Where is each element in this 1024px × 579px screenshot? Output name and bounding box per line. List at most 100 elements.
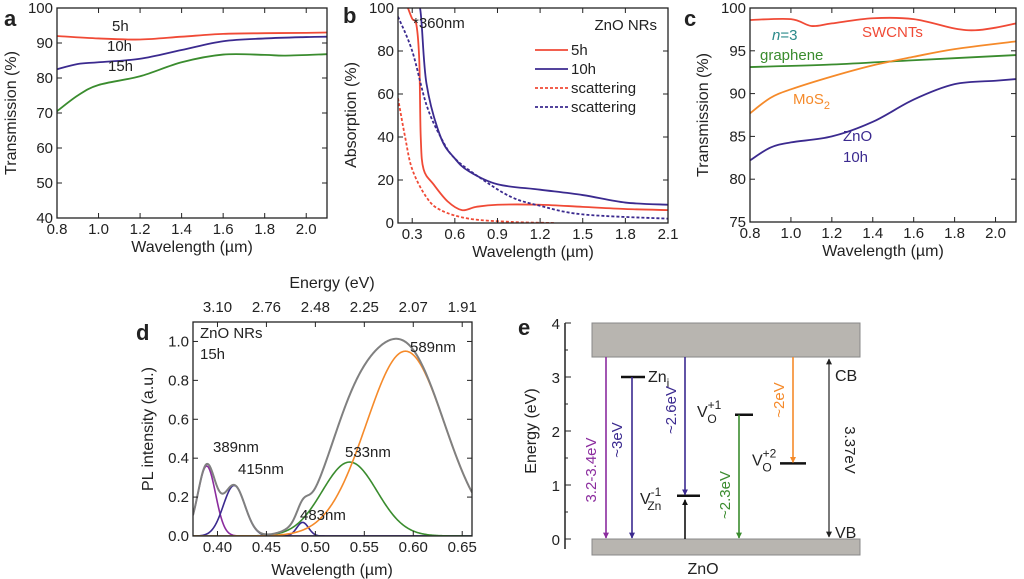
x-axis-label: Wavelength (µm) [472,244,594,261]
series-scattering-line [398,16,668,220]
x-tick-label: 0.9 [487,226,508,243]
defect-label-vo1: V+1 O [697,398,722,426]
x-tick-label: 1.2 [821,225,842,242]
x-tick-label: 1.2 [530,226,551,243]
peak-label: 483nm [300,507,346,524]
x-tick-label: 0.8 [740,225,761,242]
zno-time-label: 10h [843,149,868,166]
series-10h-line [57,35,327,71]
y-tick-label: 100 [721,0,746,17]
y-tick-label: 100 [28,0,53,17]
series-label: 10h [107,38,132,55]
x-tick-label: 1.0 [88,221,109,238]
x-tick-label: 1.8 [944,225,965,242]
y-tick-label: 70 [36,105,53,122]
sample-label: ZnO NRs [200,325,263,342]
plot-area [750,16,1016,162]
panel-label: e [518,315,530,340]
x-tick-label: 1.4 [171,221,192,238]
x-tick-label: 1.8 [615,226,636,243]
top-tick-label: 2.25 [350,299,379,316]
x-tick-label: 2.0 [296,221,317,238]
top-tick-label: 2.07 [399,299,428,316]
x-tick-label: 0.40 [203,539,232,556]
y-tick-label: 1.0 [168,333,189,350]
plot-frame [56,7,328,219]
x-axis-label: Wavelength (µm) [271,562,393,579]
panel-d: d PL intensity (a.u.) Wavelength (µm) 0.40 0… [136,275,477,579]
y-tick-label: 0.8 [168,372,189,389]
y-tick-label: 60 [377,86,394,103]
y-tick-label: 1 [552,478,560,495]
x-tick-label: 1.6 [903,225,924,242]
top-tick-label: 1.91 [448,299,477,316]
y-tick-label: 75 [729,214,746,231]
sample-time-label: 15h [200,346,225,363]
series-scattering-line [398,98,555,223]
y-axis-label: Transmission (%) [695,53,712,177]
plot-area [398,8,668,223]
legend: 5h 10h scattering scattering [535,42,636,116]
transition-label: ~2.3eV [717,471,734,519]
y-tick-label: 40 [36,210,53,227]
zno-label: ZnO [843,128,872,145]
x-tick-label: 1.2 [130,221,151,238]
y-tick-label: 50 [36,175,53,192]
x-tick-label: 0.65 [448,539,477,556]
panel-e-band-diagram: e Energy (eV) 0 1 2 3 4 ZnO CB VB 3.37eV Zni V-1 Zn V+… [518,315,861,578]
transition-label: ~2eV [771,382,788,417]
y-tick-label: 60 [36,140,53,157]
y-tick-label: 0 [386,215,394,232]
series-15h-line [57,53,327,112]
series-label: 15h [108,58,133,75]
y-tick-label: 95 [729,43,746,60]
plot-frame [397,7,669,224]
y-axis-label: PL intensity (a.u.) [140,367,157,491]
legend-label: scattering [571,99,636,116]
graphene-layers-label: n=3 [772,27,797,44]
series-n-3-graphene-line [750,54,1016,68]
y-tick-label: 90 [36,35,53,52]
y-tick-label: 0.4 [168,450,189,467]
peak-label: 415nm [238,461,284,478]
y-tick-label: 0.0 [168,528,189,545]
y-tick-label: 0.2 [168,489,189,506]
peak-label: 533nm [345,444,391,461]
x-tick-label: 0.60 [399,539,428,556]
top-tick-label: 3.10 [203,299,232,316]
x-tick-label: 2.1 [658,226,679,243]
peak-533nm-curve [193,461,472,536]
series-SWCNTs-line [750,16,1016,32]
plot-frame [192,321,473,537]
graphene-label: graphene [760,47,823,64]
panel-label: c [684,6,696,31]
y-tick-label: 80 [377,43,394,60]
x-axis-label: Wavelength (µm) [131,239,253,256]
defect-label-vo2: V+2 O [752,446,777,474]
panel-label: a [4,6,17,31]
panel-c: c Transmission (%) Wavelength (µm) 0.8 1.0 1.… [684,0,1017,260]
x-axis-label: Wavelength (µm) [822,243,944,260]
y-tick-label: 4 [552,316,560,333]
defect-label-vzn: V-1 Zn [640,485,662,513]
y-tick-label: 0.6 [168,411,189,428]
x-tick-label: 1.8 [254,221,275,238]
legend-label: 5h [571,42,588,59]
series-label: 5h [112,18,129,35]
x-tick-label: 1.5 [572,226,593,243]
defect-label-zni: Zni [648,369,669,390]
y-tick-label: 20 [377,172,394,189]
plot-area [57,31,327,112]
x-tick-label: 0.8 [47,221,68,238]
panel-label: d [136,320,149,345]
peak-annotation: *360nm [413,15,465,32]
y-tick-label: 80 [36,70,53,87]
transition-label: ~3eV [609,422,626,457]
x-tick-label: 0.50 [301,539,330,556]
transition-label: 3.2-3.4eV [583,437,600,502]
mos2-label: MoS2 [793,91,830,112]
cb-label: CB [835,368,857,385]
top-tick-label: 2.76 [252,299,281,316]
top-axis-label: Energy (eV) [289,275,374,292]
